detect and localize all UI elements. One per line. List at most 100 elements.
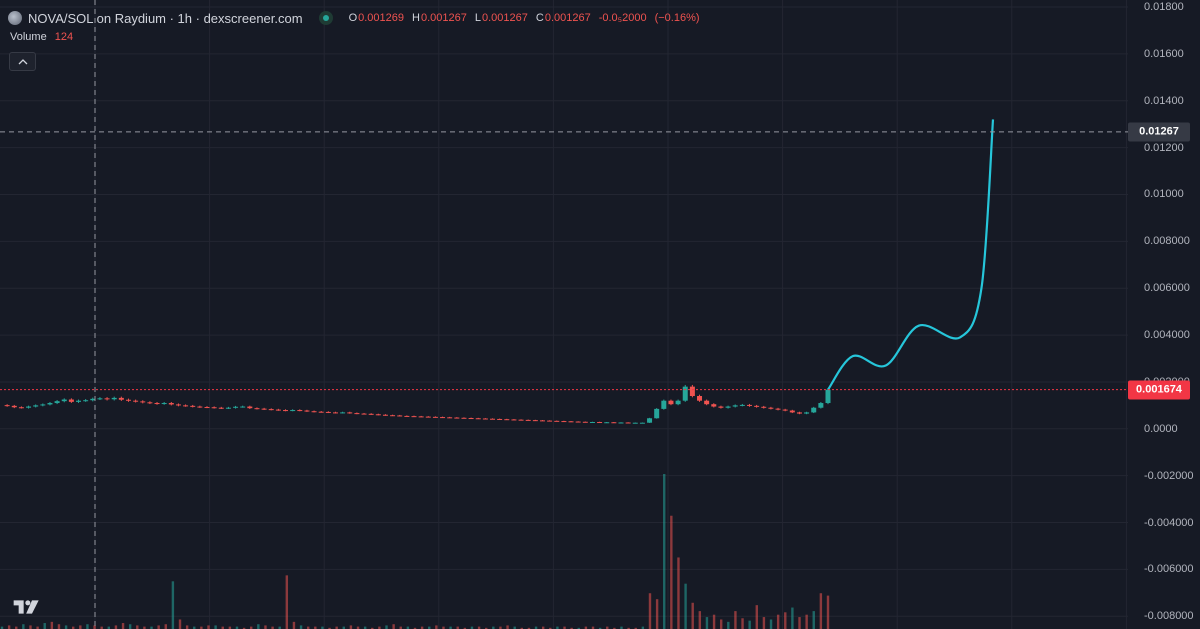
candle-body: [204, 407, 210, 409]
candle-body: [539, 420, 545, 422]
volume-bar: [413, 627, 417, 629]
y-tick-label: 0.006000: [1144, 282, 1190, 295]
projection-line: [827, 119, 995, 391]
volume-bar: [50, 621, 54, 629]
change-percent: (−0.16%): [654, 12, 700, 24]
volume-bar: [684, 583, 687, 629]
volume-bar: [449, 626, 452, 629]
price-candles: [4, 384, 831, 424]
candle-body: [525, 419, 531, 421]
candle-body: [368, 413, 374, 415]
candle-body: [654, 408, 660, 419]
volume-bar: [128, 624, 132, 629]
volume-bar: [741, 618, 744, 629]
candle-body: [561, 421, 567, 423]
volume-bar: [242, 627, 246, 629]
volume-bar: [121, 623, 125, 629]
volume-value: 124: [54, 31, 74, 43]
volume-bar: [64, 625, 68, 629]
candle-body: [604, 422, 610, 424]
change-value: -0.0₅2000: [598, 12, 647, 24]
volume-bar: [428, 626, 431, 629]
volume-bar: [805, 614, 808, 629]
candle-body: [76, 400, 82, 402]
volume-bar: [193, 626, 196, 629]
candle-body: [304, 410, 310, 412]
candle-body: [290, 410, 296, 412]
volume-bar: [264, 625, 267, 629]
volume-bar: [420, 626, 424, 629]
volume-bar: [93, 625, 96, 629]
candle-body: [518, 419, 524, 421]
volume-bar: [442, 626, 445, 629]
candle-body: [682, 386, 688, 401]
candle-body: [311, 411, 317, 413]
volume-bar: [278, 626, 281, 629]
y-tick-label: 0.01200: [1144, 141, 1184, 154]
candle-body: [47, 403, 53, 405]
candle-body: [825, 389, 831, 404]
candle-body: [818, 403, 824, 408]
candle-body: [668, 400, 674, 405]
volume-bar: [727, 621, 730, 629]
candle-body: [661, 400, 667, 409]
candle-body: [625, 422, 631, 424]
candle-body: [375, 414, 381, 416]
candle-body: [482, 418, 488, 420]
volume-bar: [534, 626, 538, 629]
candle-body: [511, 419, 517, 421]
candle-body: [789, 410, 795, 413]
volume-bar: [598, 627, 602, 629]
volume-bar: [328, 627, 331, 629]
candle-body: [225, 407, 231, 409]
volume-bar: [335, 626, 338, 629]
candle-body: [90, 398, 96, 401]
collapse-legend-button[interactable]: [9, 52, 36, 71]
candle-body: [211, 407, 217, 409]
y-tick-label: -0.006000: [1144, 563, 1194, 576]
volume-bar: [378, 626, 381, 629]
volume-bar: [755, 605, 758, 629]
candle-body: [133, 400, 139, 402]
y-tick-label: 0.0000: [1144, 422, 1178, 435]
volume-bars: [0, 474, 830, 629]
volume-bar: [776, 614, 780, 629]
candle-body: [382, 414, 388, 416]
symbol-title[interactable]: NOVA/SOL on Raydium · 1h · dexscreener.c…: [28, 10, 303, 26]
volume-bar: [221, 626, 224, 629]
candle-body: [589, 422, 595, 424]
volume-bar: [477, 626, 481, 629]
y-tick-label: 0.004000: [1144, 329, 1190, 342]
volume-bar: [648, 593, 652, 629]
volume-bar: [271, 626, 274, 629]
candle-body: [504, 419, 510, 421]
volume-bar: [812, 611, 815, 629]
volume-bar: [314, 626, 317, 629]
volume-bar: [470, 626, 474, 629]
candle-body: [547, 420, 553, 422]
volume-bar: [399, 626, 402, 629]
volume-bar: [627, 627, 630, 629]
candle-body: [739, 404, 745, 406]
candle-body: [711, 404, 717, 407]
volume-bar: [748, 620, 751, 629]
volume-label[interactable]: Volume: [10, 31, 47, 43]
volume-bar: [371, 627, 374, 629]
volume-bar: [250, 626, 253, 629]
ohlc-open: O0.001269: [348, 12, 405, 24]
candle-body: [11, 405, 17, 408]
candle-body: [125, 399, 131, 401]
candle-body: [40, 404, 46, 406]
candle-body: [532, 420, 538, 422]
candle-body: [568, 421, 574, 423]
tradingview-logo-icon[interactable]: [12, 597, 42, 617]
candle-body: [497, 418, 503, 420]
volume-bar: [356, 626, 360, 629]
candle-body: [811, 407, 817, 413]
candle-body: [111, 397, 117, 400]
candle-body: [240, 406, 246, 408]
volume-bar: [29, 625, 32, 629]
candle-body: [732, 405, 738, 407]
ohlc-values: O0.001269 H0.001267 L0.001267 C0.001267 …: [349, 12, 700, 24]
